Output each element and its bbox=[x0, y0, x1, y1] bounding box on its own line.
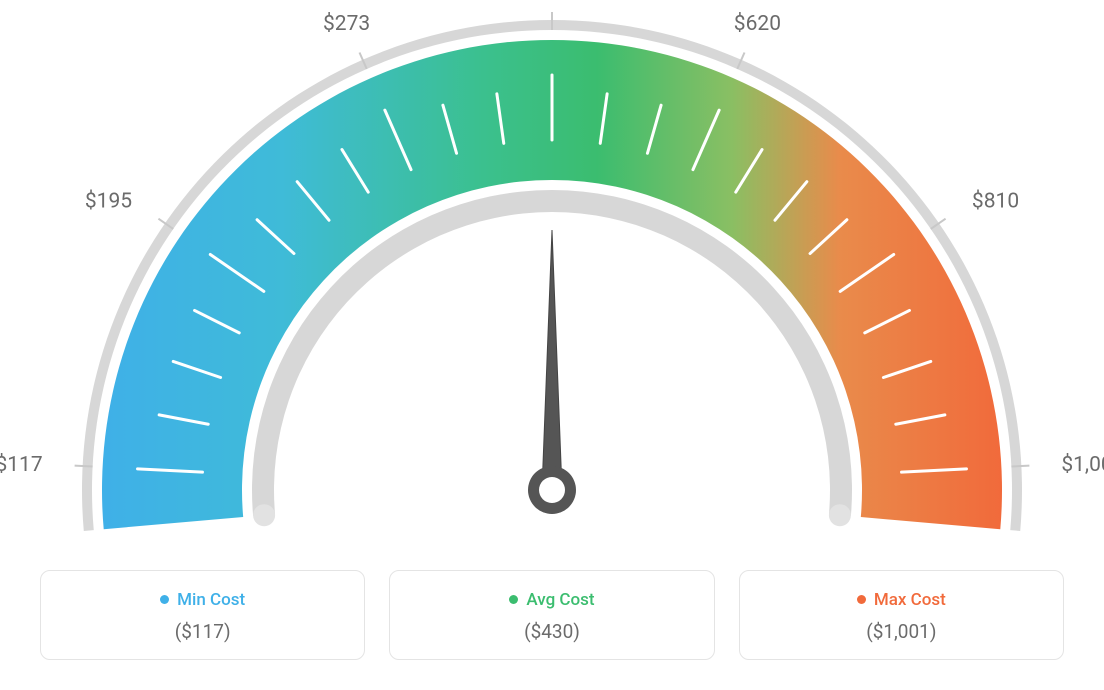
legend-title-text: Max Cost bbox=[874, 590, 946, 610]
legend-row: Min Cost ($117) Avg Cost ($430) Max Cost ($1,… bbox=[0, 570, 1104, 660]
gauge-needle-pivot-inner bbox=[539, 477, 565, 503]
legend-value: ($430) bbox=[400, 620, 703, 643]
gauge-tick-label: $195 bbox=[85, 190, 132, 214]
legend-value: ($1,001) bbox=[750, 620, 1053, 643]
legend-dot-icon bbox=[160, 595, 169, 604]
legend-card-avg: Avg Cost ($430) bbox=[389, 570, 714, 660]
gauge-chart: $117$195$273$430$620$810$1,001 bbox=[0, 0, 1104, 560]
gauge-major-tick bbox=[1011, 466, 1029, 467]
gauge-inner-track-cap bbox=[253, 504, 275, 526]
gauge-major-tick bbox=[75, 466, 93, 467]
legend-title: Min Cost bbox=[160, 590, 245, 610]
legend-card-min: Min Cost ($117) bbox=[40, 570, 365, 660]
legend-title: Max Cost bbox=[857, 590, 946, 610]
gauge-svg: $117$195$273$430$620$810$1,001 bbox=[0, 0, 1104, 560]
gauge-tick-label: $117 bbox=[0, 453, 43, 477]
legend-title: Avg Cost bbox=[509, 590, 594, 610]
legend-value: ($117) bbox=[51, 620, 354, 643]
legend-title-text: Avg Cost bbox=[526, 590, 594, 610]
legend-title-text: Min Cost bbox=[177, 590, 245, 610]
gauge-tick-label: $810 bbox=[972, 190, 1019, 214]
legend-dot-icon bbox=[857, 595, 866, 604]
gauge-needle bbox=[542, 230, 562, 490]
legend-dot-icon bbox=[509, 595, 518, 604]
gauge-tick-label: $273 bbox=[323, 12, 370, 36]
gauge-tick-label: $1,001 bbox=[1061, 453, 1104, 477]
gauge-inner-track-cap bbox=[829, 504, 851, 526]
gauge-tick-label: $620 bbox=[734, 12, 781, 36]
legend-card-max: Max Cost ($1,001) bbox=[739, 570, 1064, 660]
